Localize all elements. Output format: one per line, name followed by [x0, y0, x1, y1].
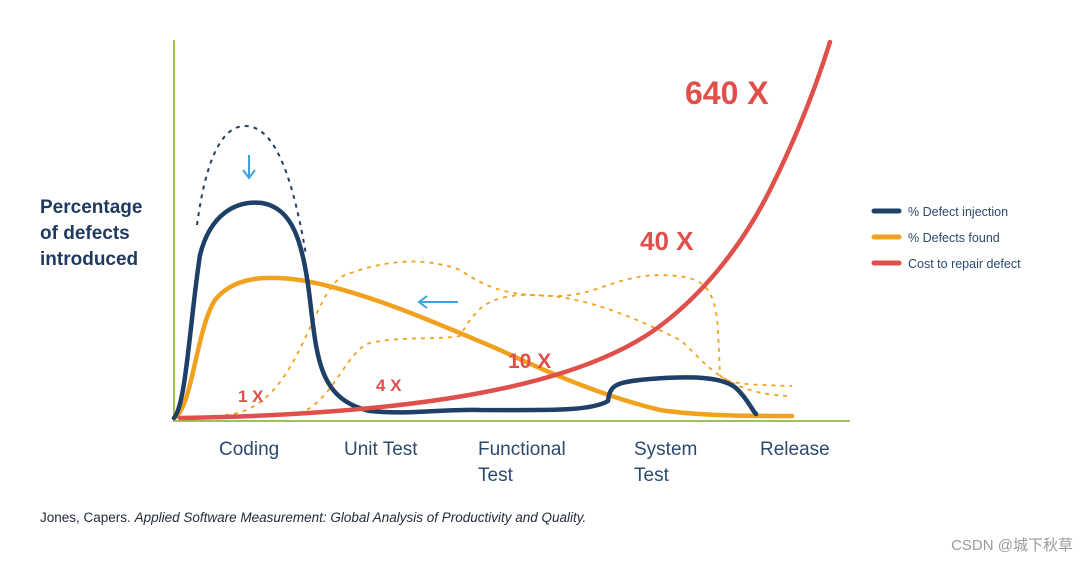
svg-text:% Defect injection: % Defect injection: [908, 205, 1008, 219]
citation-author: Jones, Capers.: [40, 510, 131, 525]
citation-title: Applied Software Measurement: Global Ana…: [134, 510, 587, 525]
arrow-left-icon: [417, 295, 458, 309]
x-tick-label: System Test: [634, 439, 703, 486]
cost-multiplier-label: 1 X: [238, 387, 264, 406]
series-cost-to-repair-line: [177, 39, 833, 421]
legend-item: % Defects found: [871, 231, 1000, 245]
watermark: CSDN @城下秋草: [951, 537, 1073, 554]
legend-item: % Defect injection: [871, 205, 1008, 219]
cost-multiplier-label: 40 X: [640, 226, 694, 256]
series-defect-injection-line: [171, 200, 759, 421]
series-defects-found-line: [171, 275, 795, 421]
legend: % Defect injection % Defects found Cost …: [871, 205, 1021, 271]
x-tick-label: Release: [760, 439, 830, 460]
y-axis-label: Percentage of defects introduced: [40, 197, 148, 270]
legend-item: Cost to repair defect: [871, 257, 1021, 271]
cost-multiplier-label: 4 X: [376, 376, 402, 395]
cost-multiplier-label: 10 X: [508, 350, 551, 373]
found-shifted-dashed-curve-b: [289, 294, 793, 416]
svg-text:Cost to repair defect: Cost to repair defect: [908, 257, 1021, 271]
y-label-line-3: introduced: [40, 249, 138, 270]
y-label-line-2: of defects: [40, 223, 130, 244]
x-tick-label: Functional Test: [478, 439, 571, 486]
x-tick-label: Coding: [219, 439, 279, 460]
found-shifted-dashed-curve-a: [224, 260, 793, 416]
injection-shifted-dashed-curve: [196, 124, 307, 256]
arrow-down-icon: [242, 155, 256, 180]
citation: Jones, Capers. Applied Software Measurem…: [40, 510, 586, 525]
cost-multiplier-label: 640 X: [685, 75, 769, 111]
y-label-line-1: Percentage: [40, 197, 142, 218]
x-tick-label: Unit Test: [344, 439, 418, 460]
svg-text:% Defects found: % Defects found: [908, 231, 1000, 245]
